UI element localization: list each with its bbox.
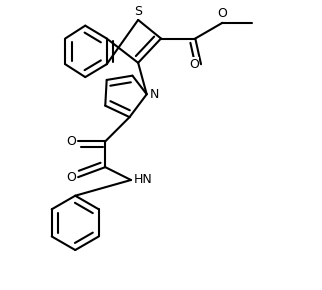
Text: HN: HN bbox=[133, 173, 152, 186]
Text: O: O bbox=[66, 171, 76, 184]
Text: O: O bbox=[218, 7, 227, 20]
Text: S: S bbox=[134, 5, 142, 18]
Text: O: O bbox=[189, 58, 199, 71]
Text: O: O bbox=[66, 135, 76, 148]
Text: N: N bbox=[150, 88, 159, 101]
